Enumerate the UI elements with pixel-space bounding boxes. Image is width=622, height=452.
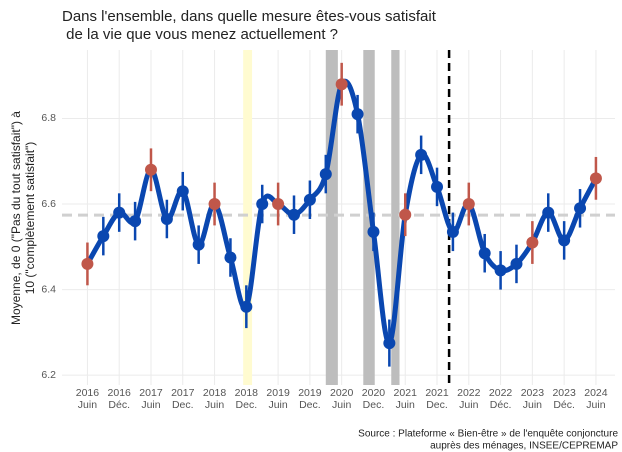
x-tick-label: 2022 Déc. [489,387,513,411]
point [208,198,221,211]
y-axis-label: Moyenne, de 0 ("Pas du tout satisfait") … [9,111,23,325]
x-tick-label: 2019 Juin [266,387,290,411]
x-tick-label: 2020 Dec. [362,387,386,411]
x-tick-label: 2022 Juin [457,387,481,411]
point [399,208,412,221]
point [335,78,348,91]
x-tick-label: 2023 Juin [521,387,545,411]
source: Source : Plateforme « Bien-être » de l'e… [358,429,618,440]
title-line: Dans l'ensemble, dans quelle mesure êtes… [62,8,437,25]
chart-title: Dans l'ensemble, dans quelle mesure êtes… [62,8,437,43]
x-tick-label: 2021 Juin [394,387,418,411]
x-tick-label: 2017 Juin [139,387,163,411]
point [272,198,285,211]
point [526,236,539,249]
point [446,225,459,238]
point [589,172,602,185]
title-line: de la vie que vous menez actuellement ? [62,26,338,43]
point [351,108,364,121]
point [319,168,332,181]
x-tick-label: 2016 Juin [76,387,100,411]
point [144,163,157,176]
point [240,300,253,313]
point [542,206,555,219]
x-tick-label: 2017 Dec. [171,387,195,411]
point [176,185,189,198]
point [192,238,205,251]
point [383,337,396,350]
point [558,234,571,247]
point [224,251,237,264]
period-band [391,50,400,385]
y-tick-label: 6.2 [41,369,56,381]
x-tick-label: 2024 Juin [584,387,608,411]
x-tick-label: 2020 Juin [330,387,354,411]
y-axis-label: 10 ("complètement satisfait") [23,142,37,295]
point [288,208,301,221]
point [256,198,269,211]
x-tick-label: 2018 Juin [203,387,227,411]
period-band [363,50,375,385]
point [129,215,142,228]
x-tick-label: 2021 Dec. [425,387,449,411]
point [494,264,507,277]
y-tick-label: 6.4 [41,283,56,295]
point [510,257,523,270]
point [415,148,428,161]
point [113,206,126,219]
x-tick-label: 2016 Déc. [108,387,132,411]
x-tick-label: 2023 Déc. [552,387,576,411]
point [478,247,491,260]
point [431,180,444,193]
point [303,193,316,206]
point [160,212,173,225]
period-band [243,50,253,385]
point [462,198,475,211]
point [81,257,94,270]
y-tick-label: 6.8 [41,112,56,124]
point [367,225,380,238]
x-tick-label: 2018 Dec. [235,387,259,411]
source: auprès des ménages, INSEE/CEPREMAP [430,441,618,452]
x-tick-label: 2019 Dec. [298,387,322,411]
y-tick-label: 6.6 [41,198,56,210]
point [574,202,587,215]
point [97,230,110,243]
